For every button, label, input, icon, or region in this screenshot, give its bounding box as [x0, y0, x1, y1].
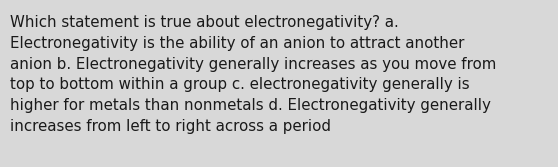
Text: Which statement is true about electronegativity? a.
Electronegativity is the abi: Which statement is true about electroneg…: [10, 15, 497, 134]
